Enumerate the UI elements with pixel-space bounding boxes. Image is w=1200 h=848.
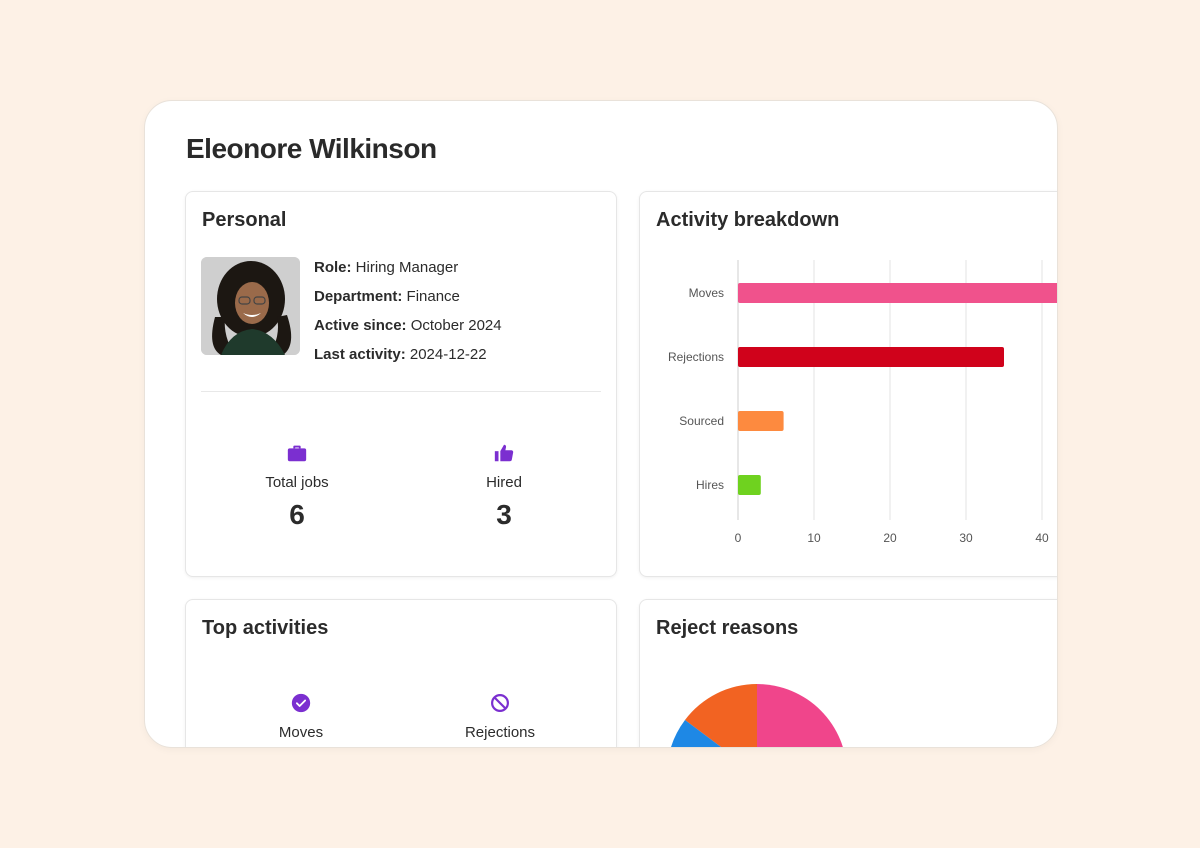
top-activity-moves: Moves	[221, 692, 381, 741]
role-label: Role:	[314, 259, 352, 276]
category-label: Moves	[689, 286, 724, 300]
avatar	[201, 257, 300, 355]
profile-window: Eleonore Wilkinson Personal Role: Hiring…	[144, 100, 1058, 748]
reject-reasons-pie	[671, 684, 843, 747]
activity-chart: Moves Rejections Sourced Hires 0 10 20 30 40	[668, 260, 1057, 545]
check-circle-icon	[291, 693, 311, 713]
activity-card: Activity breakdown Moves Rejections Source…	[639, 191, 1057, 577]
role-value: Hiring Manager	[355, 259, 459, 276]
bar-hires	[738, 475, 761, 495]
pie-slice-pink	[757, 684, 843, 747]
reject-reasons-card: Reject reasons	[639, 599, 1057, 747]
category-label: Hires	[696, 478, 724, 492]
top-activity-moves-label: Moves	[278, 724, 324, 741]
stat-hired: Hired 3	[424, 442, 584, 531]
stat-hired-label: Hired	[486, 474, 522, 491]
category-label: Rejections	[668, 350, 724, 364]
bar-moves	[738, 283, 1057, 303]
top-activity-rejections: Rejections	[420, 692, 580, 741]
active-since-row: Active since: October 2024	[314, 311, 502, 340]
department-label: Department:	[314, 288, 403, 305]
department-value: Finance	[406, 288, 460, 305]
bar-rejections	[738, 347, 1004, 367]
personal-info: Role: Hiring Manager Department: Finance…	[314, 253, 502, 369]
activity-card-title: Activity breakdown	[656, 209, 840, 231]
top-activity-rejections-label: Rejections	[464, 724, 536, 741]
stat-total-jobs-value: 6	[289, 499, 305, 530]
last-activity-label: Last activity:	[314, 346, 406, 363]
personal-card-title: Personal	[202, 209, 287, 231]
stat-total-jobs: Total jobs 6	[217, 442, 377, 531]
active-since-label: Active since:	[314, 317, 407, 334]
role-row: Role: Hiring Manager	[314, 253, 502, 282]
reject-reasons-title: Reject reasons	[656, 617, 799, 639]
tick-label: 40	[1035, 531, 1049, 545]
top-activities-title: Top activities	[202, 617, 329, 639]
page-title: Eleonore Wilkinson	[186, 133, 437, 164]
prohibited-icon	[491, 694, 509, 712]
tick-label: 0	[735, 531, 742, 545]
tick-label: 20	[883, 531, 897, 545]
tick-label: 30	[959, 531, 973, 545]
tick-label: 10	[807, 531, 821, 545]
pie-slice-orange	[685, 684, 757, 747]
stat-hired-value: 3	[496, 499, 512, 530]
last-activity-row: Last activity: 2024-12-22	[314, 340, 502, 369]
department-row: Department: Finance	[314, 282, 502, 311]
briefcase-icon	[287, 445, 307, 462]
personal-card: Personal Role: Hiring Manager Department…	[185, 191, 617, 577]
divider	[201, 391, 601, 392]
thumbs-up-icon	[494, 444, 514, 462]
bar-sourced	[738, 411, 784, 431]
category-label: Sourced	[679, 414, 724, 428]
top-activities-card: Top activities Moves Rejections	[185, 599, 617, 747]
stat-total-jobs-label: Total jobs	[265, 474, 329, 491]
pie-slice-blue	[671, 720, 721, 747]
active-since-value: October 2024	[410, 317, 502, 334]
last-activity-value: 2024-12-22	[409, 346, 487, 363]
